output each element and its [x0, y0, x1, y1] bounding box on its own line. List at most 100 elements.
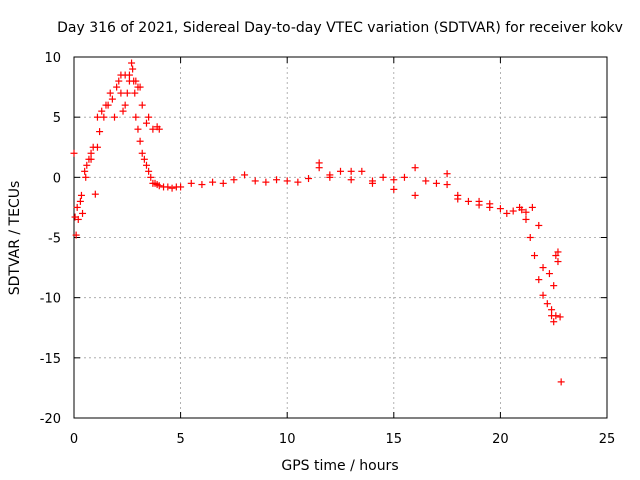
data-point — [132, 113, 140, 121]
data-point — [326, 173, 334, 181]
data-point — [74, 215, 82, 223]
y-tick-label: 0 — [53, 171, 61, 186]
data-point — [134, 125, 142, 133]
data-point — [443, 170, 451, 178]
axis-ticks: 0 5 10 15 20 25 -20 -15 -10 -5 0 5 10 — [40, 51, 616, 447]
data-point — [230, 176, 238, 184]
data-point — [70, 149, 78, 157]
data-point — [164, 183, 172, 191]
data-point — [198, 181, 206, 189]
data-point — [104, 101, 112, 109]
data-point — [535, 276, 543, 284]
data-point — [209, 178, 217, 186]
chart-title: Day 316 of 2021, Sidereal Day-to-day VTE… — [57, 20, 623, 36]
data-point — [77, 191, 85, 199]
data-point — [138, 149, 146, 157]
data-point — [123, 89, 131, 97]
data-point — [117, 89, 125, 97]
data-point — [87, 155, 95, 163]
x-tick-label: 20 — [492, 432, 509, 447]
data-point — [283, 177, 291, 185]
data-point — [129, 65, 137, 73]
data-point — [187, 179, 195, 187]
data-point — [503, 209, 511, 217]
data-point — [411, 164, 419, 172]
data-point — [106, 89, 114, 97]
data-point — [87, 149, 95, 157]
data-point — [315, 159, 323, 167]
data-point — [526, 234, 534, 241]
data-point — [390, 185, 398, 193]
data-point — [113, 83, 121, 91]
data-point — [294, 178, 302, 186]
data-point — [138, 101, 146, 109]
data-point — [535, 221, 543, 229]
data-point — [550, 318, 558, 326]
data-point — [108, 95, 116, 103]
data-point — [82, 173, 90, 181]
data-point — [347, 176, 355, 184]
data-point — [145, 113, 153, 121]
x-tick-label: 0 — [70, 432, 78, 447]
data-point — [552, 252, 560, 260]
y-tick-label: 5 — [53, 111, 61, 126]
data-point — [83, 161, 91, 169]
data-point — [81, 167, 89, 175]
x-tick-label: 15 — [386, 432, 403, 447]
data-point — [531, 252, 539, 260]
data-point — [539, 264, 547, 272]
data-point — [132, 77, 140, 85]
data-point — [251, 177, 259, 185]
data-point — [486, 200, 494, 208]
data-point — [400, 173, 408, 181]
data-point — [379, 173, 387, 181]
data-point — [119, 107, 127, 115]
y-tick-label: -15 — [40, 352, 61, 367]
data-point — [528, 203, 536, 211]
data-point — [543, 300, 551, 308]
data-point — [131, 89, 139, 97]
data-point — [219, 179, 227, 187]
data-point — [142, 161, 150, 169]
x-tick-label: 5 — [176, 432, 184, 447]
data-point — [134, 83, 142, 91]
data-point — [262, 178, 270, 186]
data-point — [475, 197, 483, 205]
data-point — [111, 113, 119, 121]
data-point — [115, 77, 123, 85]
data-point — [539, 291, 547, 299]
data-point — [140, 155, 148, 163]
data-point — [522, 208, 530, 216]
data-points — [70, 59, 565, 386]
x-axis-label: GPS time / hours — [281, 458, 398, 474]
y-tick-label: -20 — [40, 412, 61, 427]
data-point — [177, 183, 185, 191]
data-point — [548, 306, 556, 314]
data-point — [522, 215, 530, 223]
data-point — [557, 378, 565, 386]
data-point — [136, 137, 144, 145]
data-point — [305, 175, 313, 183]
data-point — [125, 71, 133, 79]
data-point — [347, 167, 355, 175]
data-point — [149, 125, 157, 133]
x-tick-label: 25 — [599, 432, 616, 447]
x-tick-label: 10 — [279, 432, 296, 447]
data-point — [545, 270, 553, 278]
data-point — [556, 313, 564, 321]
data-point — [121, 101, 129, 109]
data-point — [368, 179, 376, 187]
data-point — [550, 282, 558, 290]
data-point — [91, 190, 99, 198]
data-point — [93, 143, 101, 151]
data-point — [496, 205, 504, 213]
data-point — [100, 113, 108, 121]
data-point — [147, 173, 155, 181]
data-point — [79, 209, 87, 217]
y-tick-label: 10 — [44, 51, 61, 66]
data-point — [390, 176, 398, 184]
data-point — [73, 203, 81, 211]
data-point — [142, 119, 150, 127]
data-point — [443, 181, 451, 189]
